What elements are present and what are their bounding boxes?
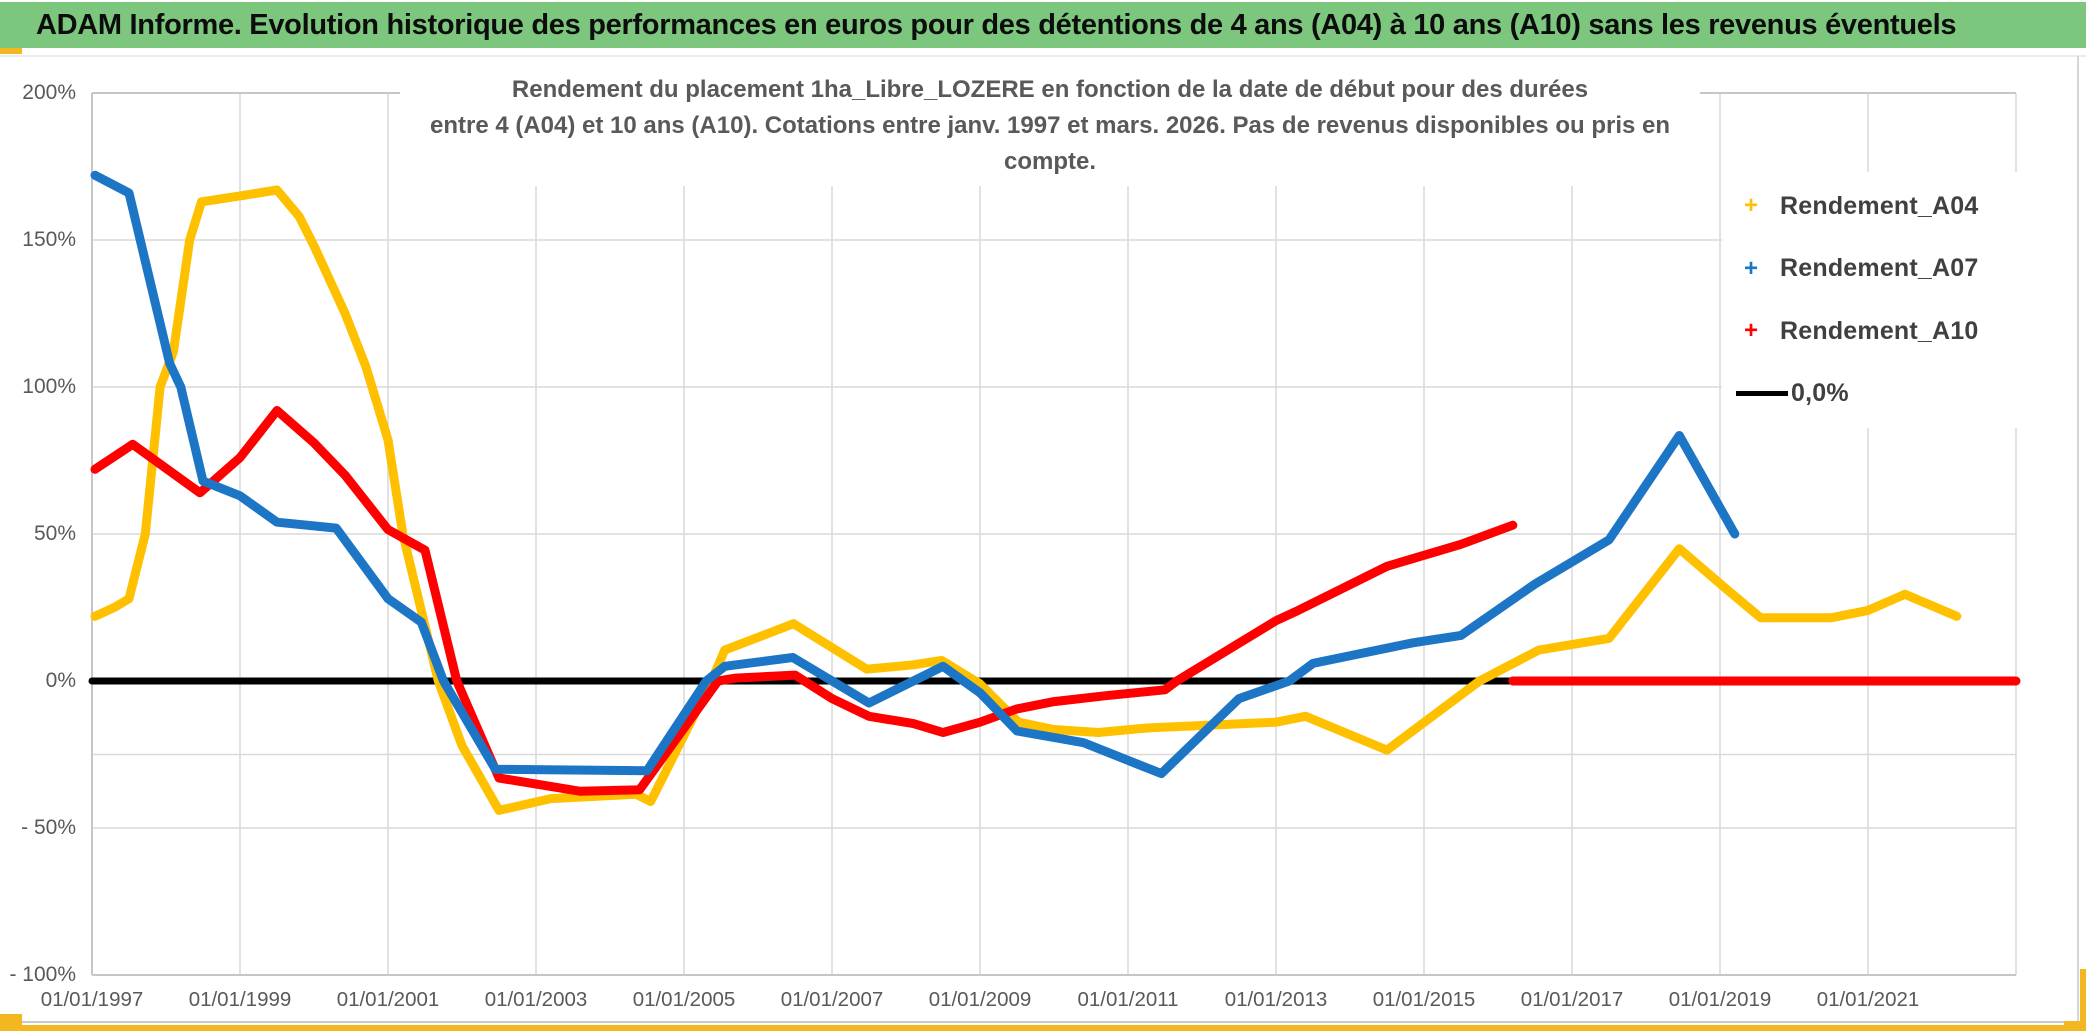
y-tick-label: 0%: [45, 669, 76, 692]
chart-title: Rendement du placement 1ha_Libre_LOZERE …: [400, 68, 1700, 186]
legend-item-rendement-a07: + Rendement_A07: [1722, 243, 2077, 295]
x-tick-label: 01/01/2003: [484, 988, 588, 1011]
x-tick-label: 01/01/2019: [1668, 988, 1772, 1011]
y-tick-label: 150%: [22, 228, 76, 251]
legend-label: Rendement_A10: [1780, 316, 1979, 345]
x-tick-label: 01/01/2009: [928, 988, 1032, 1011]
chart-title-line2: entre 4 (A04) et 10 ans (A10). Cotations…: [429, 112, 1671, 175]
x-tick-label: 01/01/2021: [1816, 988, 1920, 1011]
x-tick-label: 01/01/2013: [1224, 988, 1328, 1011]
plus-marker-icon: +: [1743, 317, 1758, 345]
chart-border-bottom: [0, 1021, 2086, 1023]
legend-item-rendement-a04: + Rendement_A04: [1722, 180, 2077, 232]
x-tick-label: 01/01/2007: [780, 988, 884, 1011]
plus-marker-icon: +: [1743, 192, 1758, 219]
y-tick-label: - 50%: [21, 816, 76, 839]
report-header-title: ADAM Informe. Evolution historique des p…: [36, 9, 1957, 41]
x-tick-label: 01/01/2005: [632, 988, 736, 1011]
x-tick-label: 01/01/2011: [1077, 988, 1179, 1011]
y-tick-label: - 100%: [9, 963, 76, 986]
x-tick-label: 01/01/2015: [1372, 988, 1476, 1011]
chart-legend: + Rendement_A04 + Rendement_A07 + Rendem…: [1722, 172, 2077, 428]
series-rendement-a07: [90, 170, 1740, 779]
plus-marker-icon: +: [1743, 254, 1758, 282]
gold-accent-bottom-bar: [0, 1025, 2086, 1031]
y-tick-label: 200%: [22, 81, 76, 104]
series-rendement-a04: [90, 185, 1962, 815]
x-tick-label: 01/01/2017: [1520, 988, 1624, 1011]
legend-label: 0,0%: [1791, 379, 1849, 408]
gold-accent-right: [2080, 969, 2086, 1031]
gold-accent-top-left: [0, 48, 22, 54]
black-line-icon: [1736, 391, 1788, 397]
gold-accent-bottom-right: [2064, 1021, 2086, 1031]
x-tick-label: 01/01/1997: [40, 988, 144, 1011]
gold-accent-bottom-left: [0, 1014, 22, 1031]
y-tick-label: 100%: [22, 375, 76, 398]
legend-label: Rendement_A07: [1780, 254, 1979, 283]
report-header-bar: ADAM Informe. Evolution historique des p…: [0, 0, 2086, 48]
x-tick-label: 01/01/1999: [188, 988, 292, 1011]
y-tick-label: 50%: [33, 522, 76, 545]
chart-border-right: [2077, 56, 2079, 1022]
legend-item-zero-line: 0,0%: [1722, 368, 2077, 420]
series-rendement-a10: [90, 406, 1518, 796]
legend-item-rendement-a10: + Rendement_A10: [1722, 305, 2077, 357]
x-tick-label: 01/01/2001: [336, 988, 440, 1011]
chart-title-line1: Rendement du placement 1ha_Libre_LOZERE …: [511, 76, 1589, 103]
legend-label: Rendement_A04: [1780, 191, 1979, 220]
header-divider: [0, 55, 2086, 57]
